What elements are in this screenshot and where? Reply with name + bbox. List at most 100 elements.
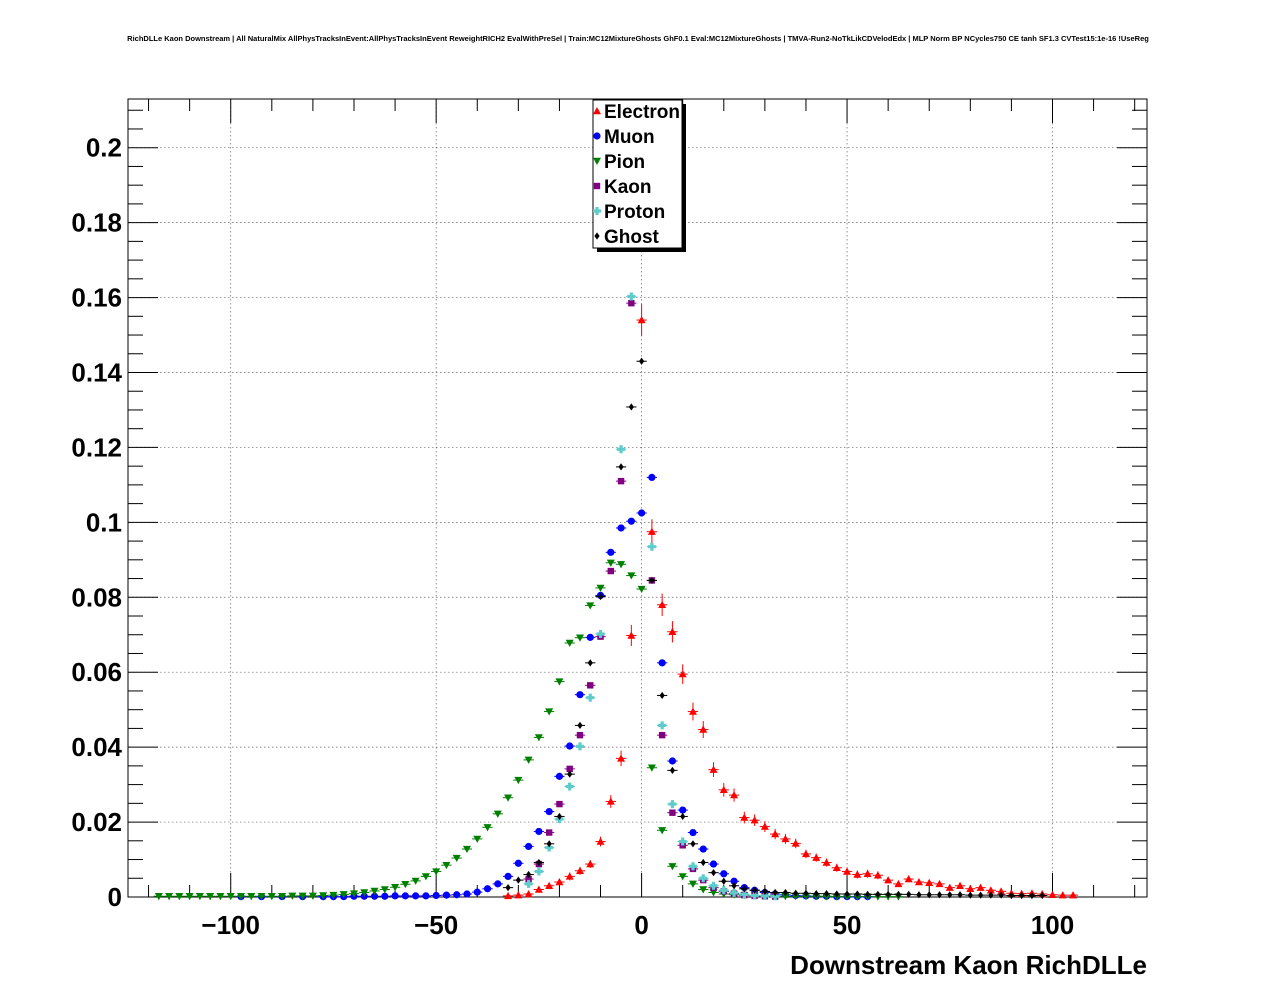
- point-electron: [812, 853, 821, 861]
- point-pion: [678, 873, 687, 881]
- point-pion: [617, 561, 626, 569]
- point-proton: [658, 721, 667, 730]
- point-ghost: [895, 890, 902, 898]
- point-ghost: [854, 890, 860, 898]
- point-muon: [566, 742, 574, 750]
- point-pion: [596, 584, 605, 592]
- point-ghost: [741, 885, 747, 893]
- point-muon: [370, 892, 379, 900]
- point-pion: [462, 845, 471, 854]
- series-kaon: [523, 299, 781, 900]
- point-pion: [504, 794, 513, 802]
- x-tick-label: −50: [414, 910, 458, 940]
- point-muon: [607, 548, 615, 556]
- point-pion: [688, 880, 697, 888]
- plot-frame: [127, 98, 1148, 898]
- legend-label-pion: Pion: [604, 152, 645, 173]
- point-pion: [627, 572, 636, 580]
- point-pion: [154, 893, 163, 901]
- point-pion: [401, 881, 410, 889]
- point-pion: [575, 634, 584, 642]
- point-electron: [658, 600, 667, 608]
- point-proton: [596, 629, 605, 638]
- point-electron: [832, 863, 841, 871]
- point-pion: [349, 890, 358, 898]
- point-muon: [658, 659, 666, 667]
- point-ghost: [875, 890, 881, 898]
- point-ghost: [690, 840, 696, 848]
- point-electron: [719, 785, 728, 794]
- point-muon: [483, 885, 492, 893]
- x-axis-title: Downstream Kaon RichDLLe: [790, 950, 1147, 980]
- point-pion: [185, 893, 194, 901]
- point-muon: [679, 806, 687, 814]
- point-ghost: [546, 840, 552, 848]
- point-pion: [380, 886, 389, 894]
- point-proton: [524, 879, 533, 888]
- point-proton: [565, 782, 574, 791]
- point-pion: [647, 764, 656, 772]
- point-electron: [534, 885, 543, 893]
- point-proton: [719, 886, 728, 895]
- point-kaon: [545, 829, 553, 836]
- point-ghost: [957, 891, 963, 899]
- y-tick-label: 0.12: [71, 432, 122, 462]
- legend-label-ghost: Ghost: [604, 227, 660, 248]
- point-electron: [678, 670, 687, 678]
- point-pion: [565, 639, 574, 647]
- point-electron: [873, 871, 882, 879]
- legend-marker-ghost: [594, 232, 600, 240]
- point-muon: [730, 877, 738, 885]
- point-ghost: [834, 890, 840, 898]
- point-ghost: [967, 891, 973, 899]
- point-pion: [421, 873, 430, 881]
- y-tick-label: 0.08: [71, 582, 122, 612]
- point-electron: [637, 316, 646, 324]
- point-ghost: [556, 812, 563, 821]
- point-ghost: [567, 770, 573, 778]
- point-ghost: [577, 721, 583, 730]
- point-ghost: [515, 876, 521, 884]
- point-electron: [904, 875, 913, 883]
- point-electron: [730, 791, 739, 799]
- point-electron: [801, 849, 810, 858]
- point-pion: [278, 893, 287, 901]
- point-proton: [730, 888, 739, 897]
- point-proton: [740, 890, 749, 899]
- point-ghost: [916, 891, 922, 899]
- point-pion: [319, 892, 328, 900]
- point-ghost: [536, 858, 542, 867]
- point-muon: [586, 633, 594, 641]
- point-ghost: [721, 877, 727, 885]
- point-ghost: [988, 891, 994, 899]
- point-pion: [216, 893, 225, 901]
- point-muon: [555, 772, 564, 780]
- y-tick-label: 0.18: [71, 208, 122, 238]
- x-tick-label: −100: [201, 910, 260, 940]
- point-pion: [432, 868, 441, 876]
- y-tick-label: 0.1: [86, 507, 122, 537]
- point-proton: [699, 874, 708, 883]
- point-electron: [925, 878, 934, 886]
- point-ghost: [628, 403, 634, 411]
- point-muon: [648, 473, 656, 481]
- point-electron: [853, 870, 862, 878]
- point-ghost: [649, 576, 655, 585]
- point-kaon: [607, 567, 614, 575]
- point-pion: [308, 892, 317, 900]
- point-muon: [422, 892, 430, 900]
- point-ghost: [659, 691, 665, 700]
- x-tick-label: 0: [634, 910, 648, 940]
- x-tick-label: 50: [833, 910, 862, 940]
- point-electron: [750, 816, 759, 824]
- point-ghost: [1019, 891, 1025, 900]
- point-electron: [627, 631, 636, 639]
- point-kaon: [628, 299, 635, 307]
- point-pion: [781, 893, 790, 901]
- point-ghost: [782, 888, 789, 897]
- point-electron: [740, 813, 749, 821]
- point-ghost: [813, 890, 819, 898]
- point-muon: [473, 888, 481, 896]
- point-electron: [514, 891, 523, 899]
- point-muon: [412, 892, 420, 900]
